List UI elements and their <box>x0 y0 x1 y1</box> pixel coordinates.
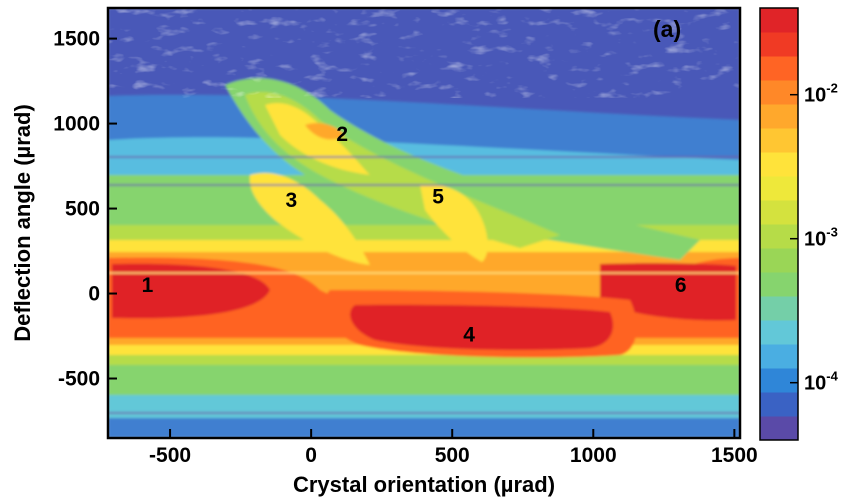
colorbar-segment <box>760 80 798 105</box>
x-tick-label: 500 <box>435 444 470 467</box>
colorbar-segment <box>760 272 798 297</box>
panel-label: (a) <box>653 16 681 42</box>
region-label-2: 2 <box>336 123 348 146</box>
region-label-6: 6 <box>675 274 687 297</box>
plot-frame <box>106 6 742 440</box>
colorbar-tick-label: 10-2 <box>804 81 838 107</box>
y-tick-label: 500 <box>65 198 100 221</box>
y-tick-label: 0 <box>88 283 100 306</box>
colorbar-segment <box>760 56 798 81</box>
x-axis: -500 0 500 1000 1500 <box>149 429 758 467</box>
colorbar-segment <box>760 176 798 201</box>
intensity-band-18 <box>249 172 370 265</box>
region-label-3: 3 <box>286 189 298 212</box>
colorbar-segment <box>760 152 798 177</box>
colorbar-segment <box>760 344 798 369</box>
colorbar-segment <box>760 200 798 225</box>
plot-area <box>108 8 740 438</box>
intensity-band-4 <box>108 395 740 420</box>
colorbar-frame <box>759 7 799 441</box>
y-tick-label: 1000 <box>53 113 100 136</box>
colorbar-segment <box>760 224 798 249</box>
colorbar-tick-label: 10-3 <box>804 225 838 251</box>
intensity-bands <box>108 8 740 438</box>
intensity-band-5 <box>108 418 740 438</box>
colorbar-labels: 10-2 10-3 10-4 <box>790 81 839 395</box>
y-axis-title: Deflection angle (µrad) <box>10 104 35 342</box>
colorbar-segment <box>760 8 798 33</box>
region-label-5: 5 <box>432 186 444 209</box>
intensity-band-14 <box>225 78 700 260</box>
colorbar-segment <box>760 320 798 345</box>
x-tick-label: 0 <box>305 444 317 467</box>
colorbar-segment <box>760 248 798 273</box>
region-label-4: 4 <box>463 323 475 346</box>
intensity-band-10 <box>112 263 270 319</box>
colorbar-segment <box>760 32 798 57</box>
intensity-band-19 <box>420 184 488 262</box>
colorbar-segment <box>760 296 798 321</box>
x-axis-title: Crystal orientation (µrad) <box>293 472 555 497</box>
y-axis: -500 0 500 1000 1500 <box>53 28 117 391</box>
x-tick-label: 1500 <box>711 444 758 467</box>
colorbar-segment <box>760 392 798 417</box>
region-labels: 1 2 3 4 5 6 <box>142 123 687 347</box>
colorbar-segment <box>760 128 798 153</box>
colorbar <box>759 7 799 441</box>
intensity-band-11 <box>600 263 736 321</box>
sparse-noise-region <box>108 8 740 98</box>
x-tick-label: 1000 <box>570 444 617 467</box>
colorbar-segment <box>760 104 798 129</box>
colorbar-segment <box>760 416 798 441</box>
region-label-1: 1 <box>142 274 154 297</box>
colorbar-segment <box>760 368 798 393</box>
intensity-band-17 <box>305 123 345 140</box>
y-tick-label: -500 <box>58 368 100 391</box>
colorbar-tick-label: 10-4 <box>804 369 839 395</box>
y-tick-label: 1500 <box>53 28 100 51</box>
x-tick-label: -500 <box>149 444 191 467</box>
intensity-band-13 <box>350 304 614 350</box>
